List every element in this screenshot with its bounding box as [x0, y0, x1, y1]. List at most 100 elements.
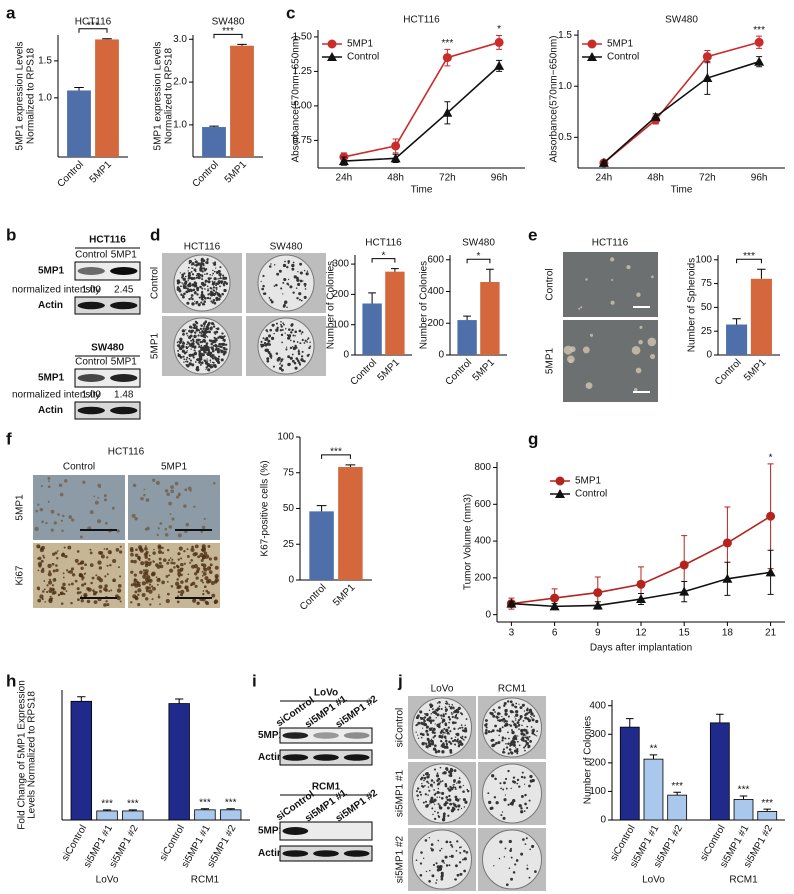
- colony: [441, 873, 444, 876]
- colony: [202, 281, 204, 284]
- colony: [454, 878, 457, 881]
- colony: [270, 336, 275, 340]
- significance: ***: [222, 26, 234, 37]
- colony: [194, 258, 196, 260]
- colony: [221, 281, 224, 283]
- colony: [438, 700, 441, 704]
- colony: [438, 804, 441, 807]
- colony: [279, 363, 281, 365]
- cell: [168, 501, 173, 506]
- cell: [132, 483, 137, 488]
- colony: [448, 864, 451, 867]
- cell: [101, 554, 105, 559]
- colony: [438, 867, 443, 871]
- colony: [278, 269, 282, 273]
- colony: [300, 333, 303, 335]
- colony: [498, 741, 501, 744]
- colony: [210, 326, 213, 329]
- colony: [207, 280, 211, 284]
- cell: [134, 590, 138, 594]
- colony: [179, 337, 183, 341]
- cell: [161, 580, 165, 585]
- error-bar: [757, 268, 766, 279]
- colony: [211, 301, 214, 304]
- row-label: 5MP1: [545, 348, 556, 375]
- colony: [182, 294, 185, 297]
- colony: [205, 260, 209, 265]
- blot-title: LoVo: [314, 688, 338, 699]
- blot-frame: [74, 401, 141, 420]
- cell: [47, 485, 51, 489]
- x-tick-label: 21: [765, 628, 777, 639]
- cell: [192, 552, 197, 557]
- plate: [482, 697, 542, 758]
- colony: [426, 718, 430, 722]
- group-label: LoVo: [96, 875, 119, 886]
- cell: [201, 575, 204, 577]
- cell: [97, 519, 102, 524]
- colony: [453, 727, 456, 730]
- cell: [138, 559, 141, 562]
- blot-band: [282, 850, 309, 857]
- colony: [291, 263, 295, 268]
- colony: [451, 721, 455, 725]
- colony: [284, 260, 286, 263]
- colony: [303, 295, 307, 299]
- column-label: 5MP1: [161, 462, 188, 473]
- colony: [219, 266, 222, 269]
- significance: *: [497, 24, 501, 35]
- colony: [196, 293, 199, 296]
- colony: [292, 261, 295, 264]
- bar: [385, 271, 405, 355]
- colony: [182, 355, 185, 358]
- cell: [171, 558, 174, 561]
- bar: [230, 45, 254, 158]
- bar: [667, 794, 688, 821]
- cell: [580, 306, 583, 309]
- cell: [98, 550, 102, 555]
- bar: [95, 39, 119, 157]
- error-bar: [226, 808, 235, 810]
- legend-marker: [587, 52, 597, 61]
- colony: [463, 806, 466, 808]
- row-label: 5MP1: [258, 826, 285, 837]
- bar: [643, 758, 664, 821]
- marker: [391, 141, 401, 151]
- cell: [106, 573, 109, 576]
- colony: [454, 736, 457, 738]
- colony: [503, 704, 506, 707]
- colony: [224, 343, 228, 346]
- cell: [176, 600, 180, 604]
- colony: [225, 348, 228, 351]
- colony: [189, 359, 192, 362]
- colony: [428, 837, 431, 839]
- cell: [46, 584, 49, 587]
- series-line: [603, 41, 760, 164]
- colony: [218, 277, 220, 280]
- colony: [526, 867, 529, 870]
- colony: [460, 724, 463, 726]
- cell: [105, 547, 109, 551]
- colony: [417, 737, 420, 739]
- cell: [89, 563, 94, 568]
- colony: [210, 342, 213, 346]
- colony: [261, 343, 265, 348]
- colony: [217, 278, 219, 280]
- x-axis-label: Days after implantation: [590, 643, 692, 654]
- cell: [49, 595, 52, 598]
- colony: [197, 334, 200, 337]
- colony: [218, 342, 222, 346]
- colony: [188, 276, 191, 279]
- colony: [183, 361, 185, 363]
- colony: [283, 323, 285, 326]
- colony: [418, 791, 422, 794]
- colony: [502, 750, 505, 754]
- cell: [48, 480, 50, 483]
- marker: [754, 37, 764, 47]
- colony: [535, 719, 539, 724]
- colony: [496, 718, 499, 720]
- cell: [152, 586, 156, 591]
- colony: [201, 287, 204, 290]
- plate: [412, 829, 472, 890]
- colony: [185, 332, 188, 335]
